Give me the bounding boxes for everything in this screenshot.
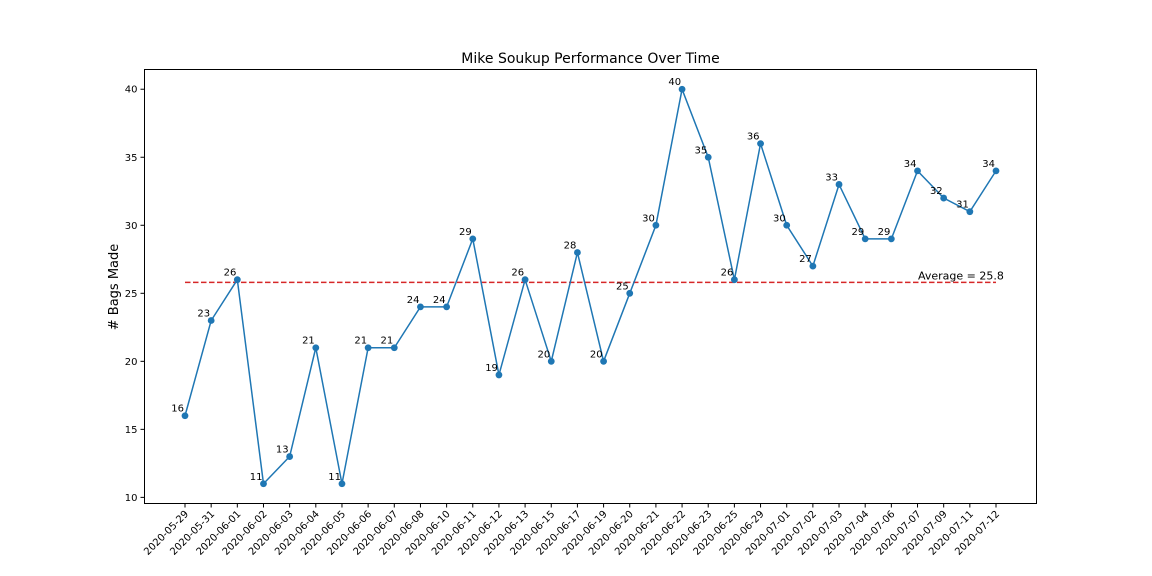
data-point [940,194,948,202]
y-tick-label: 15 [125,425,138,436]
plot-frame [144,69,1037,504]
data-point [207,317,215,324]
data-label: 16 [171,404,184,415]
data-point [783,221,791,229]
data-label: 23 [197,309,210,320]
data-label: 29 [851,227,864,238]
data-point [547,357,555,365]
data-label: 27 [799,254,812,265]
data-point [966,208,974,216]
average-line-group: Average = 25.8 [185,269,1004,284]
data-point [338,480,346,488]
data-point [181,412,189,420]
y-tick-label: 35 [125,153,138,164]
data-point [443,303,451,311]
data-label: 26 [721,268,734,279]
data-point [992,167,1000,175]
series-line [184,86,997,486]
data-label: 24 [407,295,420,306]
data-label: 32 [930,186,943,197]
data-point [861,235,869,243]
data-label: 26 [224,268,237,279]
data-labels-group: 16 23 26 11 13 21 11 21 21 24 24 29 19 26 20 28 20 25 30 40… [171,77,995,483]
data-label: 30 [773,213,786,224]
data-point [678,85,686,93]
data-point [469,235,477,243]
x-axis: 2020-05-292020-05-312020-06-012020-06-02… [142,503,1002,558]
data-label: 25 [616,281,629,292]
data-point [260,480,267,488]
data-label: 24 [433,295,446,306]
data-label: 21 [354,336,367,347]
data-point [390,344,398,352]
data-label: 21 [381,336,394,347]
chart-title: Mike Soukup Performance Over Time [461,51,719,67]
data-label: 33 [825,172,838,183]
y-axis-label: # Bags Made [107,244,122,331]
data-point [652,221,660,229]
y-axis: 10 15 20 25 30 35 40 [125,85,145,504]
series-group [181,85,1000,488]
data-point [286,453,294,460]
data-label: 29 [878,227,891,238]
data-point [312,344,320,352]
data-point [495,371,503,379]
data-point [417,303,424,311]
y-tick-label: 30 [125,221,138,232]
data-point [521,276,529,284]
data-label: 31 [956,200,969,211]
data-point [364,344,372,352]
data-label: 36 [747,132,760,143]
data-label: 19 [485,363,498,374]
data-point [835,181,843,188]
data-point [887,235,895,243]
y-tick-label: 20 [125,357,138,368]
data-label: 40 [668,77,681,88]
data-label: 28 [564,240,577,251]
data-label: 21 [302,336,315,347]
data-label: 20 [538,349,551,360]
data-label: 26 [511,268,524,279]
data-point [233,276,241,284]
data-point [809,262,817,270]
y-tick-label: 40 [125,85,138,96]
data-label: 29 [459,227,472,238]
y-tick-label: 25 [125,289,138,300]
data-point [704,153,712,161]
data-label: 11 [250,472,263,483]
data-label: 30 [642,213,655,224]
data-point [757,140,764,148]
average-label: Average = 25.8 [918,269,1004,282]
data-label: 34 [982,159,995,170]
y-tick-label: 10 [125,493,138,504]
data-label: 35 [694,145,707,156]
data-label: 13 [276,445,289,456]
data-point [914,167,921,175]
data-point [730,276,738,284]
data-point [574,249,581,256]
data-label: 20 [590,349,603,360]
data-point [626,289,634,297]
data-label: 11 [328,472,341,483]
data-point [600,357,607,365]
data-label: 34 [904,159,917,170]
